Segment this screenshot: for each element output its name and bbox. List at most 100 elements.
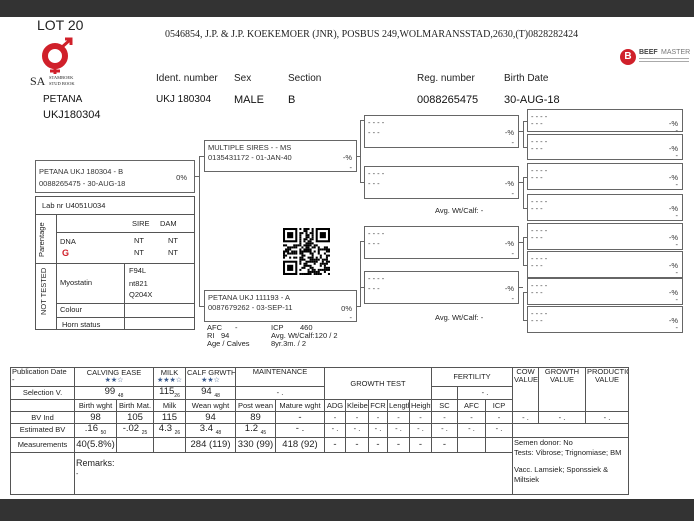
- great-grandparent-box[interactable]: - - - -- - - -% -: [527, 251, 683, 278]
- pedigree-connector: [523, 291, 524, 320]
- pedigree-connector: [360, 287, 364, 288]
- lab-results: Lab nr U4051U034 SIRE DAM Parentage DNA …: [35, 196, 195, 330]
- pedigree-connector: [523, 120, 527, 122]
- great-grandparent-box-dash: -: [675, 323, 679, 332]
- ebv-cell: 1.2 45: [235, 423, 276, 438]
- ebv-accuracy: 50: [100, 430, 107, 437]
- myostatin-q204x: Q204X: [129, 290, 153, 299]
- great-grandparent-box[interactable]: - - - -- - - -% -: [527, 163, 683, 190]
- grandparent-box-line2: - - -: [368, 128, 380, 137]
- measurement-cell: -: [431, 436, 458, 453]
- column-header: Post wean: [235, 399, 276, 413]
- pedigree-connector: [523, 291, 527, 293]
- colour-label: Colour: [60, 305, 83, 314]
- column-header: Kleiber: [345, 399, 369, 413]
- great-grandparent-box-line1: - - - -: [531, 254, 548, 263]
- pedigree-connector: [523, 236, 527, 238]
- measurement-cell: [116, 436, 154, 453]
- sel-fertility: - .: [456, 385, 514, 401]
- great-grandparent-box-pct: -%: [668, 288, 678, 297]
- logo-line1: STAMBOEK: [49, 75, 74, 80]
- horn-status-label: Horn status: [62, 320, 101, 329]
- ebv-cell: .16 50: [74, 423, 117, 438]
- sire-pct: -%: [342, 153, 352, 162]
- great-grandparent-box[interactable]: - - - -- - - -% -: [527, 278, 683, 305]
- grandparent-box[interactable]: - - - -- - - -% -: [364, 271, 519, 304]
- great-grandparent-box-line2: - - -: [531, 173, 543, 182]
- ebv-cell: -.02 25: [116, 423, 154, 438]
- pedigree-connector: [357, 156, 360, 157]
- measurement-cell: -: [345, 436, 369, 453]
- great-grandparent-box-line2: - - -: [531, 204, 543, 213]
- ebv-cell: - .: [387, 423, 410, 438]
- measurement-cell: -: [368, 436, 388, 453]
- dam-pct: 0%: [341, 304, 352, 313]
- reg-label: Reg. number: [417, 73, 475, 84]
- semen-tests-box: Semen donor: No Tests: Vibrose; Trignomia…: [512, 436, 630, 495]
- section-value: B: [288, 94, 296, 106]
- pedigree-connector: [523, 147, 527, 148]
- great-grandparent-box[interactable]: - - - -- - - -% -: [527, 306, 683, 333]
- semen-donor: Semen donor: No: [514, 437, 573, 447]
- great-grandparent-box-line1: - - - -: [531, 226, 548, 235]
- column-header: SC: [431, 399, 458, 413]
- great-grandparent-box[interactable]: - - - -- - - -% -: [527, 194, 683, 221]
- bv-cell: 115: [153, 411, 186, 425]
- sel-calving-acc: 48: [117, 392, 124, 399]
- measurement-cell: [153, 436, 186, 453]
- pedigree-connector: [519, 131, 523, 132]
- animal-id: UKJ180304: [43, 109, 101, 121]
- measurement-cell: 40(5.8%): [74, 436, 117, 453]
- sire-box[interactable]: MULTIPLE SIRES - - MS 0135431172 - 01-JA…: [204, 140, 357, 172]
- birth-label: Birth Date: [504, 73, 549, 84]
- bv-cell: 105: [116, 411, 154, 425]
- pedigree-connector: [523, 207, 527, 209]
- great-grandparent-box-line2: - - -: [531, 144, 543, 153]
- great-grandparent-box[interactable]: - - - -- - - -% -: [527, 134, 683, 160]
- grandparent-box-dash: -: [511, 294, 515, 303]
- ebv-cell: - .: [345, 423, 369, 438]
- dam-box[interactable]: PETANA UKJ 111193 - A 0087679262 - 03-SE…: [204, 290, 357, 322]
- great-grandparent-box-dash: -: [675, 240, 679, 249]
- dam-avg-calf: Avg. Wt/Calf:120 / 2: [271, 331, 338, 340]
- column-header: Height: [409, 399, 432, 413]
- ebv-value: 4.3: [158, 423, 172, 435]
- great-grandparent-box-pct: -%: [668, 261, 678, 270]
- sel-calf: 94: [201, 386, 212, 397]
- pedigree-connector: [523, 120, 524, 147]
- sire-header: SIRE: [132, 219, 150, 228]
- great-grandparent-box[interactable]: - - - -- - - -% -: [527, 223, 683, 250]
- great-grandparent-box-line2: - - -: [531, 233, 543, 242]
- grandparent-box-line1: - - - -: [368, 274, 385, 283]
- bv-cell: -: [409, 411, 432, 425]
- studbook-logo: SA STAMBOEK STUD BOOK: [30, 36, 86, 88]
- bottom-border: [0, 499, 694, 521]
- ri-label: RI: [207, 331, 215, 340]
- fertility-header: FERTILITY: [430, 367, 514, 387]
- pedigree-connector: [519, 182, 523, 183]
- great-grandparent-box-pct: -%: [668, 204, 678, 213]
- performance-table: Publication Date - CALVING EASE ★★☆ MILK ★★…: [10, 366, 682, 495]
- dna-dam: NT: [168, 236, 178, 245]
- grandparent-box[interactable]: - - - -- - - -% -: [364, 166, 519, 199]
- dna-sire: NT: [134, 236, 144, 245]
- great-grandparent-box-pct: -%: [668, 119, 678, 128]
- subject-pct: 0%: [176, 173, 187, 182]
- bv-cell: -: [457, 411, 486, 425]
- grandparent-box-line1: - - - -: [368, 118, 385, 127]
- ebv-accuracy: 25: [141, 430, 148, 437]
- column-header: Mature wght: [275, 399, 325, 413]
- measurement-cell: -: [324, 436, 346, 453]
- ebv-cell: 3.4 48: [185, 423, 236, 438]
- maintenance-header: MAINTENANCE: [235, 367, 325, 387]
- measurement-cell: -: [387, 436, 410, 453]
- great-grandparent-box-pct: -%: [668, 233, 678, 242]
- lot-number: LOT 20: [37, 17, 84, 33]
- great-grandparent-box[interactable]: - - - -- - - -% -: [527, 109, 683, 135]
- grandparent-box[interactable]: - - - -- - - -% -: [364, 226, 519, 259]
- ebv-cell: - .: [457, 423, 486, 438]
- logo-text-bold: BEEF: [639, 49, 658, 56]
- grandparent-box[interactable]: - - - -- - - -% -: [364, 115, 519, 148]
- pedigree-connector: [360, 241, 361, 307]
- age-value: 8yr.3m. / 2: [271, 339, 307, 348]
